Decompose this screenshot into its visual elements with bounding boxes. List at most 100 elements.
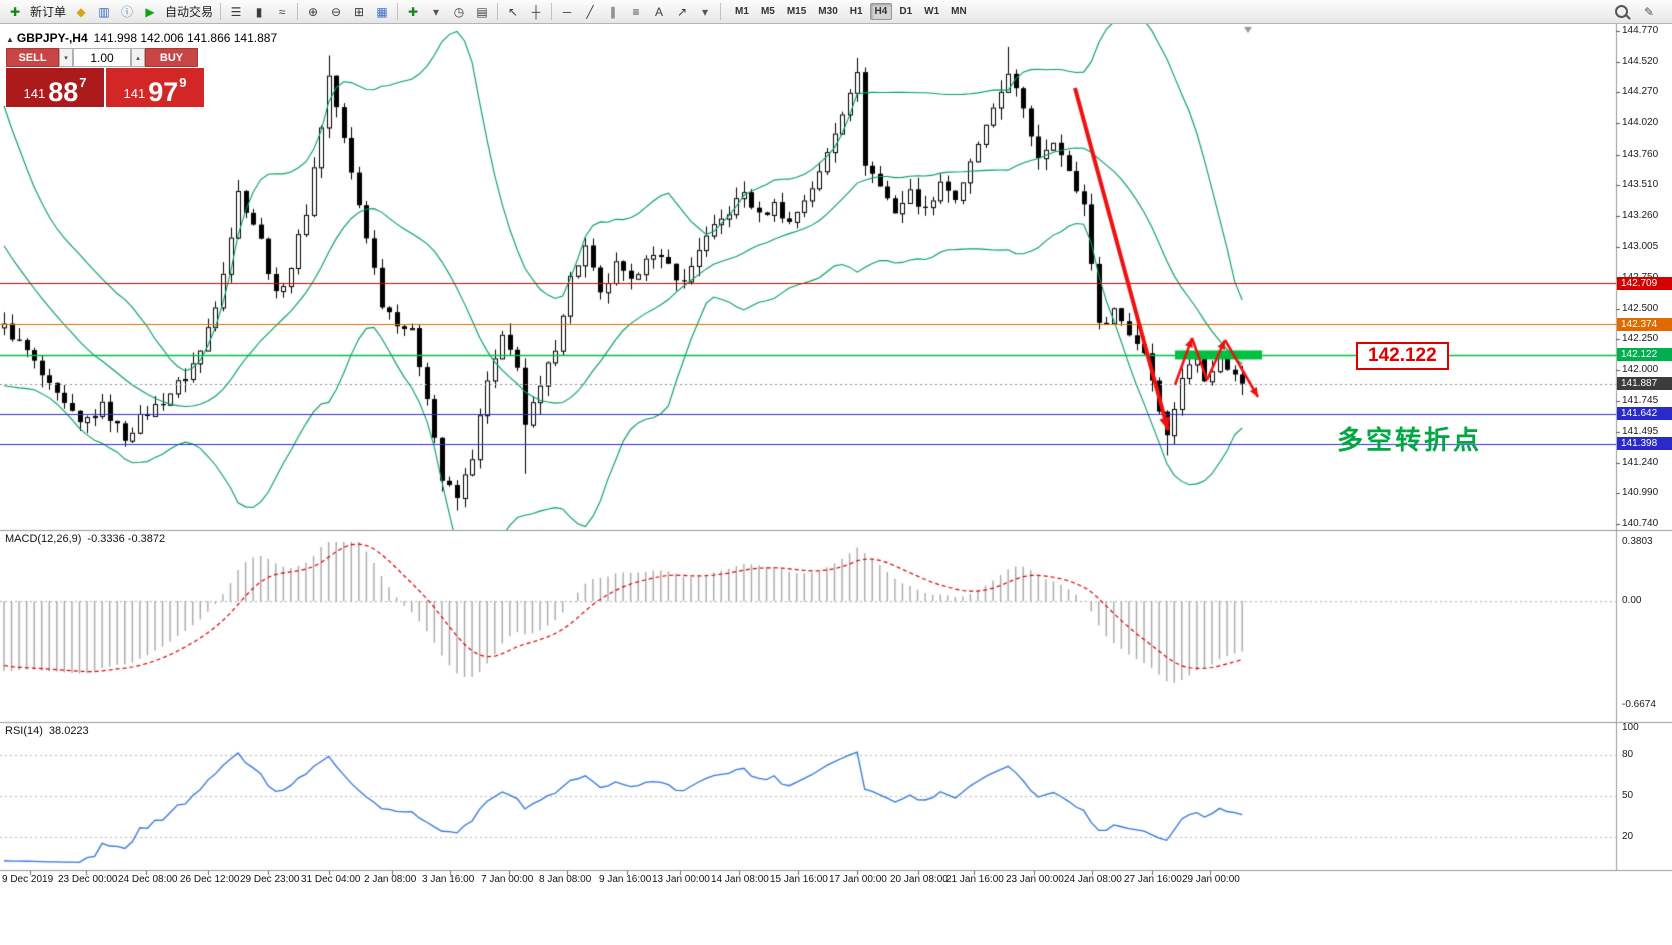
macd-axis-label: 0.00 xyxy=(1622,595,1642,607)
buy-price-button[interactable]: 141 97 9 xyxy=(106,68,204,107)
new-order-icon[interactable]: ✚ xyxy=(9,4,21,19)
price-tick-label: 144.520 xyxy=(1622,55,1659,67)
timeframe-button-m5[interactable]: M5 xyxy=(756,3,780,20)
periods-icon[interactable]: ◷ xyxy=(453,4,465,19)
rsi-axis-label: 80 xyxy=(1622,749,1634,761)
price-tick-label: 141.495 xyxy=(1622,425,1659,437)
sell-price-prefix: 141 xyxy=(23,86,46,101)
lot-size-input[interactable] xyxy=(73,48,131,67)
sell-price-main: 88 xyxy=(48,77,79,108)
chart-window: ▲ GBPJPY-,H4 141.998 142.006 141.866 141.8… xyxy=(0,24,1672,945)
trendline-icon[interactable]: ╱ xyxy=(586,4,594,19)
chart-title: ▲ GBPJPY-,H4 141.998 142.006 141.866 141.8… xyxy=(6,31,277,45)
macd-axis-label: -0.6674 xyxy=(1622,699,1656,710)
price-tick-label: 140.990 xyxy=(1622,487,1659,499)
new-order-label[interactable]: 新订单 xyxy=(30,5,67,19)
lot-decrease-button[interactable]: ▾ xyxy=(59,48,73,67)
price-tick-label: 144.020 xyxy=(1622,116,1659,128)
time-axis-label: 13 Jan 00:00 xyxy=(652,874,710,885)
rsi-axis-label: 100 xyxy=(1622,722,1639,733)
market-watch-icon[interactable]: ▥ xyxy=(98,4,110,19)
time-axis-label: 24 Dec 08:00 xyxy=(118,874,178,885)
time-axis-label: 29 Dec 23:00 xyxy=(240,874,300,885)
horizontal-line-icon[interactable]: ─ xyxy=(562,4,572,19)
price-tick-label: 141.745 xyxy=(1622,395,1659,407)
price-level-badge: 141.398 xyxy=(1617,437,1672,450)
timeframe-button-d1[interactable]: D1 xyxy=(894,3,917,20)
sell-button[interactable]: SELL xyxy=(6,48,59,67)
sell-price-button[interactable]: 141 88 7 xyxy=(6,68,104,107)
toolbar-separator xyxy=(297,3,299,20)
buy-price-main: 97 xyxy=(148,77,179,108)
timeframe-button-m1[interactable]: M1 xyxy=(730,3,754,20)
price-level-badge: 142.122 xyxy=(1617,348,1672,362)
timeframe-button-m15[interactable]: M15 xyxy=(782,3,811,20)
toolbar-separator xyxy=(720,3,722,20)
timeframe-group: M1 M5 M15 M30 H1 H4 D1 W1 MN xyxy=(729,3,973,20)
time-axis-label: 9 Jan 16:00 xyxy=(599,874,652,885)
time-axis-label: 2 Jan 08:00 xyxy=(364,874,417,885)
time-axis-label: 26 Dec 12:00 xyxy=(180,874,240,885)
data-window-icon[interactable]: ⓘ xyxy=(121,4,134,19)
auto-trading-label[interactable]: 自动交易 xyxy=(165,5,214,19)
search-icon[interactable] xyxy=(1610,1,1632,22)
price-tick-label: 142.500 xyxy=(1622,302,1659,314)
zoom-out-icon[interactable]: ⊖ xyxy=(331,4,342,19)
timeframe-button-m30[interactable]: M30 xyxy=(813,3,842,20)
timeframe-button-w1[interactable]: W1 xyxy=(919,3,944,20)
lot-increase-button[interactable]: ▴ xyxy=(131,48,145,67)
time-axis-label: 14 Jan 08:00 xyxy=(711,874,769,885)
price-level-badge: 141.887 xyxy=(1617,377,1672,391)
price-tick-label: 142.250 xyxy=(1622,333,1659,345)
expand-one-click-icon[interactable]: ▲ xyxy=(6,35,14,44)
price-tick-label: 143.760 xyxy=(1622,148,1659,160)
bar-chart-icon[interactable]: ☰ xyxy=(230,4,242,19)
toolbar-separator xyxy=(220,3,222,20)
time-axis-label: 29 Jan 00:00 xyxy=(1182,874,1240,885)
time-axis-label: 21 Jan 16:00 xyxy=(946,874,1004,885)
zoom-in-icon[interactable]: ⊕ xyxy=(308,4,319,19)
text-tool-icon[interactable]: A xyxy=(655,4,664,19)
price-level-badge: 142.374 xyxy=(1617,317,1672,331)
timeframe-button-mn[interactable]: MN xyxy=(946,3,972,20)
channel-icon[interactable]: ∥ xyxy=(610,4,617,19)
time-axis-label: 20 Jan 08:00 xyxy=(890,874,948,885)
macd-indicator-label: MACD(12,26,9) -0.3336 -0.3872 xyxy=(5,533,166,545)
toolbar-separator xyxy=(551,3,553,20)
candlestick-chart-icon[interactable]: ▮ xyxy=(255,4,263,19)
chart-canvas[interactable] xyxy=(0,24,1672,945)
price-tick-label: 144.270 xyxy=(1622,86,1659,98)
toolbar: ✚ 新订单 ◆ ▥ ⓘ ▶ 自动交易 ☰ ▮ ≈ ⊕ ⊖ ⊞ ▦ ✚ ▾ ◷ ▤ ↖ ┼ ─ ╱ ∥ ≡ A ↗ ▾ M1 M5 M15… xyxy=(0,0,1672,24)
crosshair-icon[interactable]: ┼ xyxy=(531,4,541,19)
templates-icon[interactable]: ▤ xyxy=(476,4,488,19)
time-axis-label: 31 Dec 04:00 xyxy=(301,874,361,885)
time-axis-label: 23 Jan 00:00 xyxy=(1006,874,1064,885)
autotrade-icon[interactable]: ▶ xyxy=(145,4,155,19)
turning-point-annotation[interactable]: 多空转折点 xyxy=(1337,425,1483,455)
arrows-tool-icon[interactable]: ↗ xyxy=(677,4,688,19)
time-axis-label: 27 Jan 16:00 xyxy=(1124,874,1182,885)
time-axis-label: 7 Jan 00:00 xyxy=(481,874,534,885)
indicators-icon[interactable]: ✚ xyxy=(408,4,419,19)
grid-icon[interactable]: ⊞ xyxy=(354,4,365,19)
timeframe-button-h4[interactable]: H4 xyxy=(869,3,893,20)
price-level-badge: 141.642 xyxy=(1617,407,1672,421)
edit-compose-icon[interactable]: ✎ xyxy=(1643,4,1655,19)
price-level-badge: 142.709 xyxy=(1617,276,1672,290)
favorites-icon[interactable]: ◆ xyxy=(76,4,86,19)
buy-button[interactable]: BUY xyxy=(145,48,198,67)
price-annotation-box[interactable]: 142.122 xyxy=(1356,342,1449,370)
cursor-icon[interactable]: ↖ xyxy=(508,4,519,19)
buy-price-prefix: 141 xyxy=(123,86,146,101)
price-tick-label: 144.770 xyxy=(1622,25,1659,36)
macd-axis-label: 0.3803 xyxy=(1622,536,1653,547)
tile-windows-icon[interactable]: ▦ xyxy=(376,4,388,19)
symbol-title: GBPJPY-,H4 xyxy=(16,31,88,45)
line-chart-icon[interactable]: ≈ xyxy=(278,4,286,19)
indicators-caret-icon[interactable]: ▾ xyxy=(433,4,440,19)
timeframe-button-h1[interactable]: H1 xyxy=(845,3,868,20)
shapes-caret-icon[interactable]: ▾ xyxy=(702,4,709,19)
toolbar-right-items: ✎ xyxy=(1610,1,1660,22)
fibonacci-icon[interactable]: ≡ xyxy=(632,4,640,19)
